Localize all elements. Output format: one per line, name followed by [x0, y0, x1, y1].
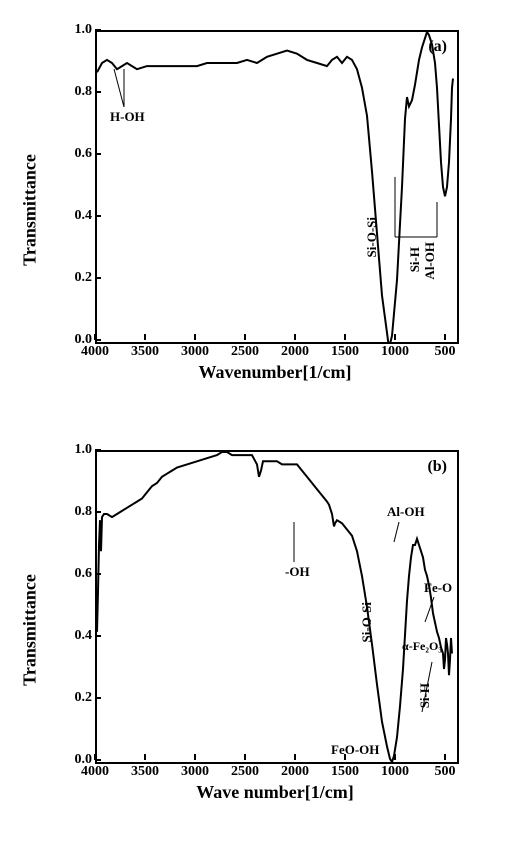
spectrum-a — [97, 32, 457, 342]
x-tick-label: 1000 — [381, 344, 409, 360]
spectrum-b — [97, 452, 457, 762]
y-tick-mark — [95, 449, 101, 451]
x-tick-label: 2500 — [231, 764, 259, 780]
annot-si-o-si: Si-O-Si — [364, 217, 380, 257]
panel-letter-a: (a) — [428, 38, 447, 56]
y-tick-label: 0.2 — [70, 270, 92, 286]
y-tick-mark — [95, 29, 101, 31]
x-tick-label: 2500 — [231, 344, 259, 360]
plot-area-b: (b) -OH Al-OH Si-O-Si Fe-O α-Fe₂O₃ Si-H … — [95, 450, 459, 764]
y-tick-label: 0.0 — [70, 332, 92, 348]
annot-feo-oh: FeO-OH — [331, 742, 379, 758]
x-tick-mark — [194, 754, 196, 760]
x-tick-mark — [244, 754, 246, 760]
y-tick-mark — [95, 573, 101, 575]
y-tick-mark — [95, 339, 101, 341]
y-axis-label-b: Transmittance — [20, 574, 41, 686]
x-tick-mark — [344, 334, 346, 340]
y-tick-mark — [95, 277, 101, 279]
annot-a-fe2o3: α-Fe₂O₃ — [402, 639, 442, 654]
plot-area-a: (a) H-OH Si-O-Si Al-OH Si-H — [95, 30, 459, 344]
x-tick-mark — [444, 334, 446, 340]
annot-oh: -OH — [285, 564, 310, 580]
y-tick-mark — [95, 697, 101, 699]
y-tick-mark — [95, 153, 101, 155]
panel-a: Transmittance (a) H-OH Si-O-Si Al-OH Si-… — [40, 20, 480, 400]
annot-si-o-si-b: Si-O-Si — [359, 602, 375, 642]
x-tick-mark — [394, 754, 396, 760]
annot-al-oh: Al-OH — [422, 242, 438, 280]
y-tick-mark — [95, 635, 101, 637]
x-tick-label: 500 — [435, 344, 456, 360]
x-tick-mark — [294, 754, 296, 760]
x-tick-mark — [144, 754, 146, 760]
x-tick-mark — [244, 334, 246, 340]
y-tick-label: 0.2 — [70, 690, 92, 706]
x-tick-label: 1000 — [381, 764, 409, 780]
y-tick-label: 0.4 — [70, 628, 92, 644]
x-tick-mark — [344, 754, 346, 760]
x-axis-label: Wavenumber[1/cm] — [95, 362, 455, 383]
x-tick-label: 3000 — [181, 344, 209, 360]
x-tick-label: 500 — [435, 764, 456, 780]
y-tick-mark — [95, 511, 101, 513]
x-tick-mark — [394, 334, 396, 340]
x-tick-mark — [294, 334, 296, 340]
figure-container: Transmittance (a) H-OH Si-O-Si Al-OH Si-… — [0, 0, 510, 842]
x-tick-label: 1500 — [331, 764, 359, 780]
y-tick-label: 0.6 — [70, 566, 92, 582]
x-tick-mark — [144, 334, 146, 340]
x-tick-label: 2000 — [281, 764, 309, 780]
annot-fe-o: Fe-O — [424, 580, 452, 596]
x-tick-label: 3000 — [181, 764, 209, 780]
x-tick-mark — [444, 754, 446, 760]
annot-al-oh-b: Al-OH — [387, 504, 425, 520]
y-tick-mark — [95, 759, 101, 761]
x-tick-mark — [194, 334, 196, 340]
annot-si-h: Si-H — [407, 247, 423, 272]
y-tick-label: 1.0 — [70, 442, 92, 458]
y-tick-label: 1.0 — [70, 22, 92, 38]
annot-h-oh: H-OH — [110, 109, 145, 125]
x-tick-label: 2000 — [281, 344, 309, 360]
y-axis-label: Transmittance — [20, 154, 41, 266]
annot-si-h-b: Si-H — [417, 683, 433, 708]
y-tick-label: 0.0 — [70, 752, 92, 768]
y-tick-label: 0.6 — [70, 146, 92, 162]
x-tick-label: 3500 — [131, 764, 159, 780]
y-tick-label: 0.4 — [70, 208, 92, 224]
y-tick-label: 0.8 — [70, 504, 92, 520]
x-axis-label-b: Wave number[1/cm] — [95, 782, 455, 803]
x-tick-label: 1500 — [331, 344, 359, 360]
y-tick-label: 0.8 — [70, 84, 92, 100]
panel-b: Transmittance (b) -OH Al-OH Si-O-Si Fe-O… — [40, 440, 480, 820]
panel-letter-b: (b) — [427, 458, 447, 476]
x-tick-label: 3500 — [131, 344, 159, 360]
y-tick-mark — [95, 91, 101, 93]
y-tick-mark — [95, 215, 101, 217]
